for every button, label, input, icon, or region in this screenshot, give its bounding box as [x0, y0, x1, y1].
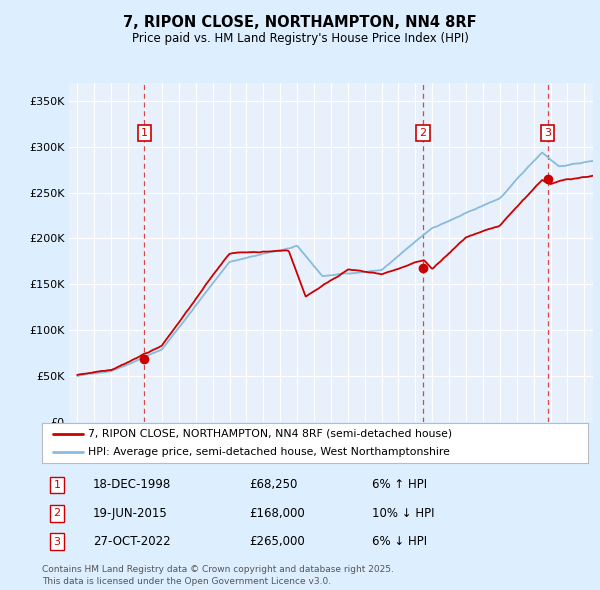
Text: 10% ↓ HPI: 10% ↓ HPI — [372, 507, 434, 520]
Text: 6% ↑ HPI: 6% ↑ HPI — [372, 478, 427, 491]
Text: 18-DEC-1998: 18-DEC-1998 — [93, 478, 171, 491]
Text: Contains HM Land Registry data © Crown copyright and database right 2025.
This d: Contains HM Land Registry data © Crown c… — [42, 565, 394, 586]
Text: £168,000: £168,000 — [249, 507, 305, 520]
Text: HPI: Average price, semi-detached house, West Northamptonshire: HPI: Average price, semi-detached house,… — [88, 447, 450, 457]
Text: 1: 1 — [141, 128, 148, 138]
Text: 19-JUN-2015: 19-JUN-2015 — [93, 507, 168, 520]
Text: 6% ↓ HPI: 6% ↓ HPI — [372, 535, 427, 548]
Text: 7, RIPON CLOSE, NORTHAMPTON, NN4 8RF: 7, RIPON CLOSE, NORTHAMPTON, NN4 8RF — [123, 15, 477, 30]
Text: £265,000: £265,000 — [249, 535, 305, 548]
Text: 3: 3 — [53, 537, 61, 546]
Text: 2: 2 — [419, 128, 427, 138]
Text: 3: 3 — [544, 128, 551, 138]
Text: Price paid vs. HM Land Registry's House Price Index (HPI): Price paid vs. HM Land Registry's House … — [131, 32, 469, 45]
Text: 7, RIPON CLOSE, NORTHAMPTON, NN4 8RF (semi-detached house): 7, RIPON CLOSE, NORTHAMPTON, NN4 8RF (se… — [88, 429, 452, 439]
Text: 2: 2 — [53, 509, 61, 518]
Text: 27-OCT-2022: 27-OCT-2022 — [93, 535, 170, 548]
Text: 1: 1 — [53, 480, 61, 490]
Text: £68,250: £68,250 — [249, 478, 298, 491]
